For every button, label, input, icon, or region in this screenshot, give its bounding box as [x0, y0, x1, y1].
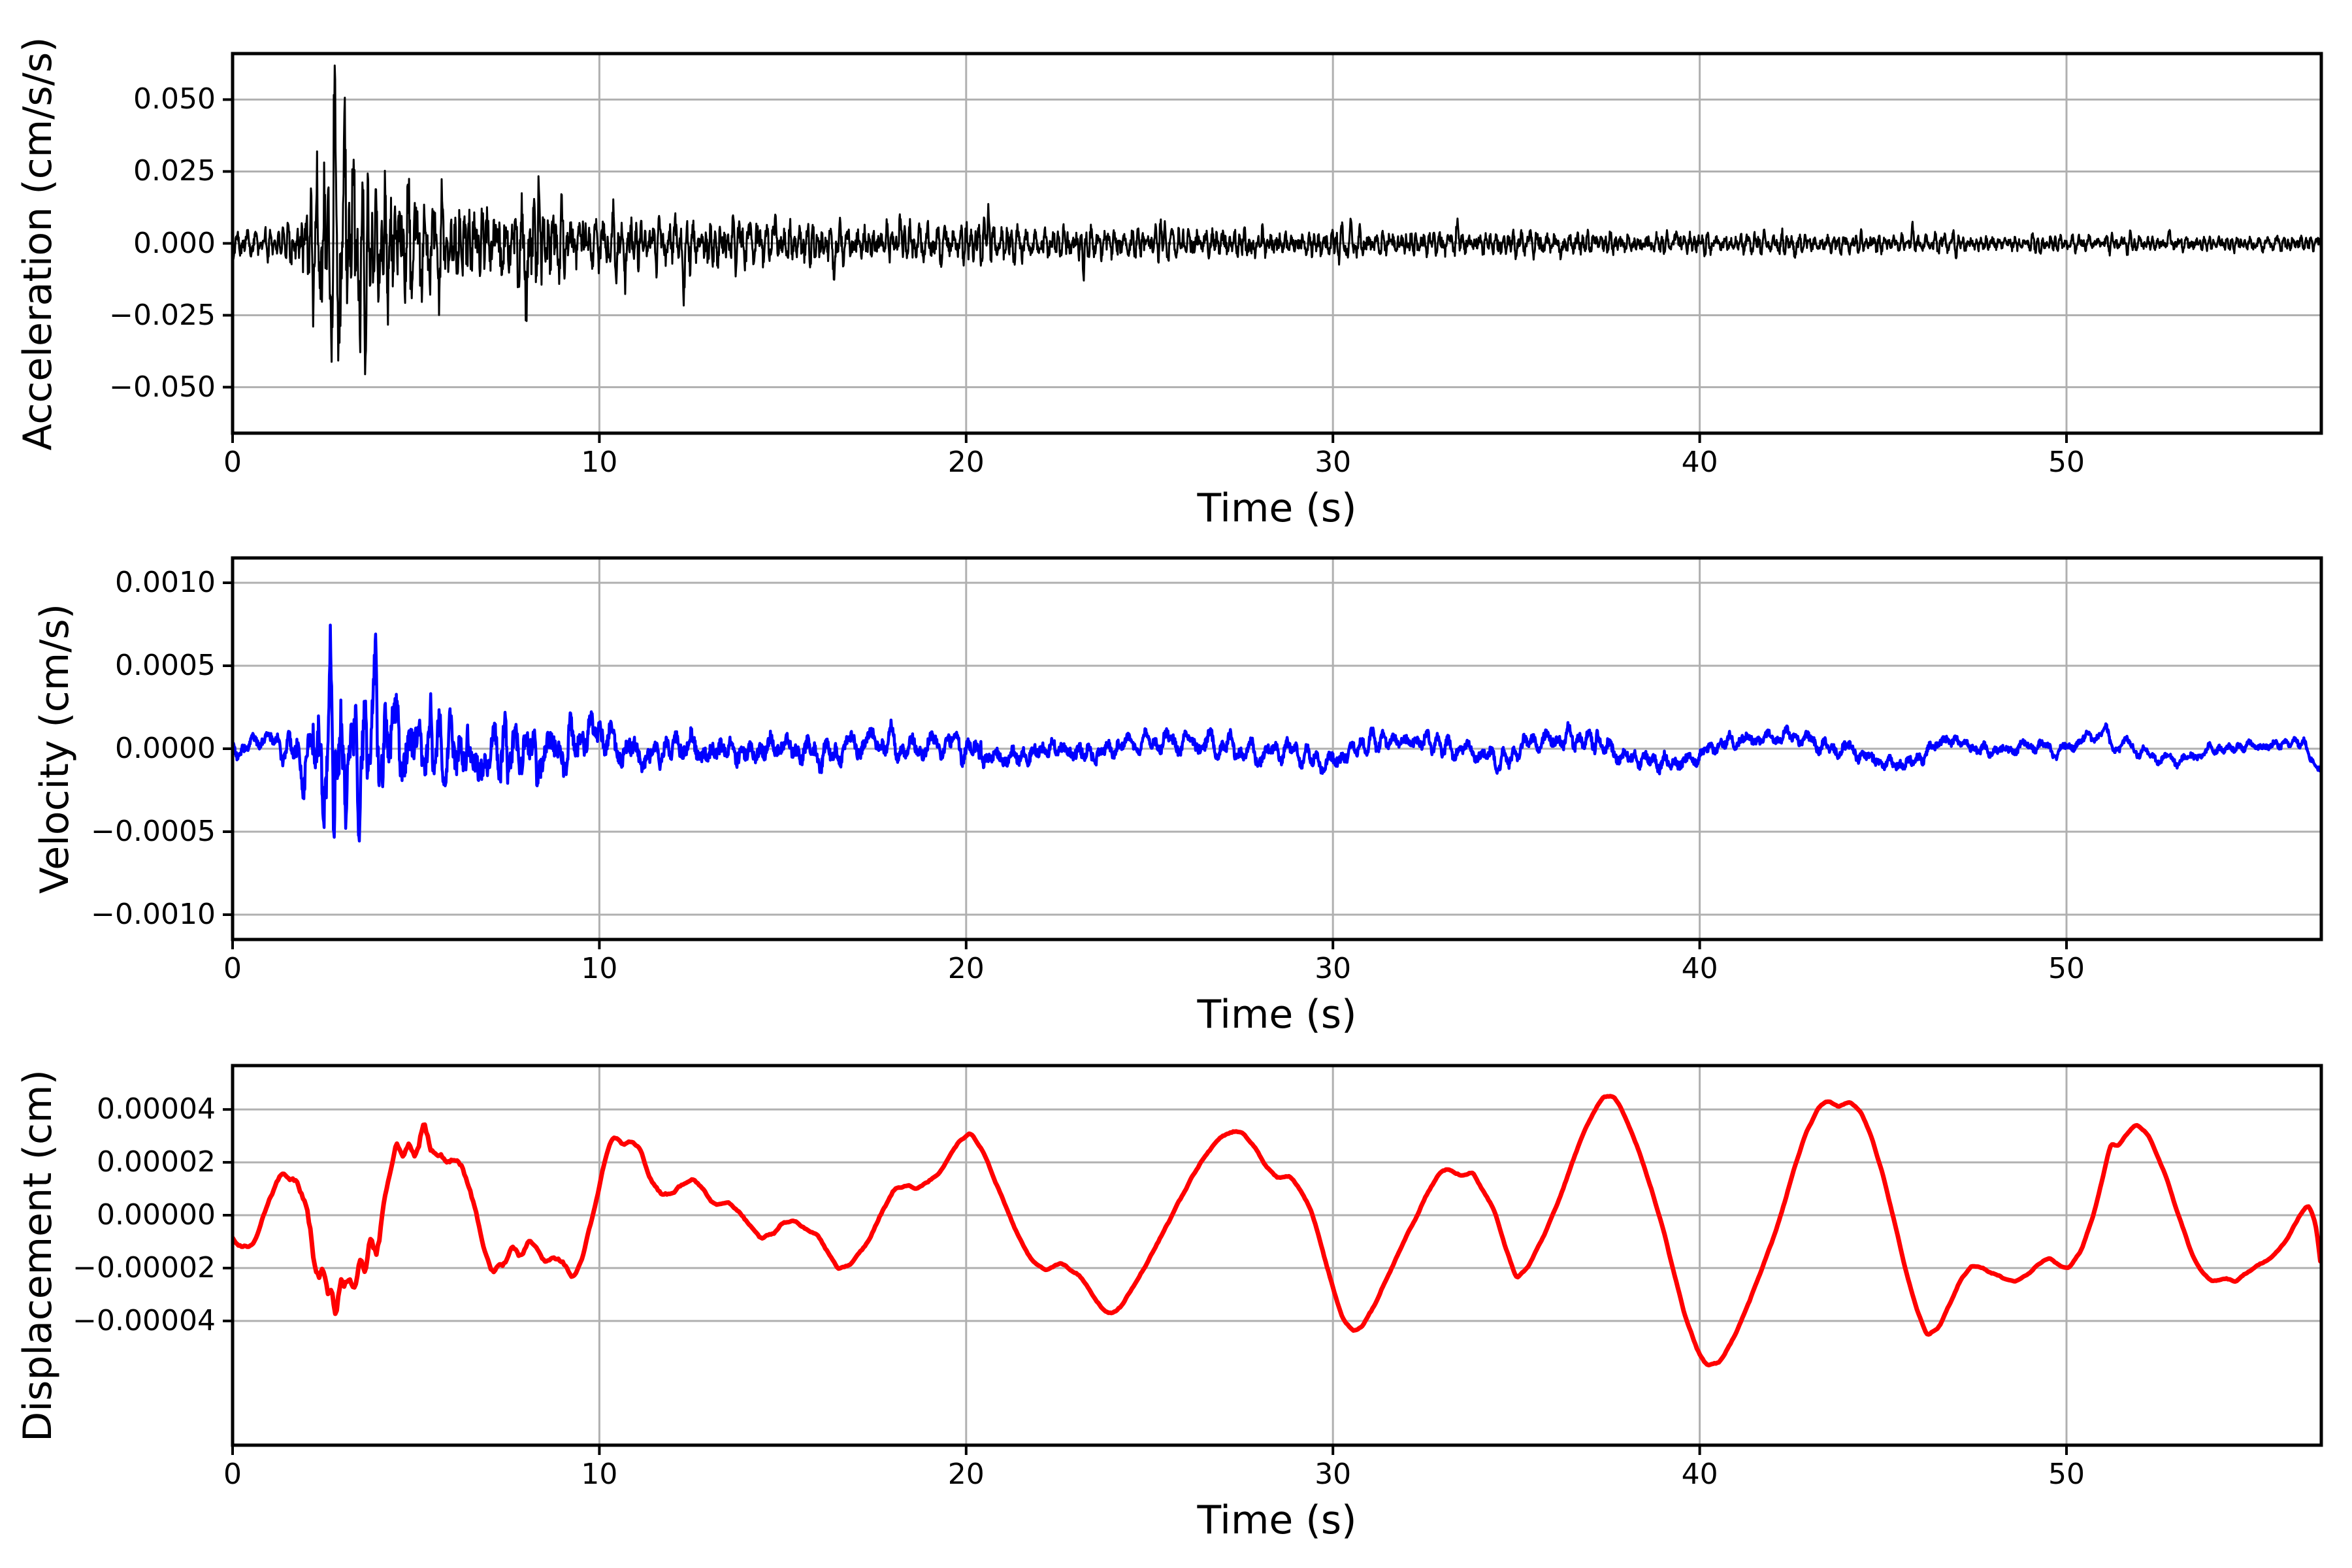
displacement-spines — [231, 1064, 2323, 1447]
displacement-xtick-label-3: 30 — [1315, 1458, 1352, 1491]
displacement-xtick-label-5: 50 — [2048, 1458, 2085, 1491]
displacement-ytick-label-4: −0.00004 — [73, 1303, 216, 1337]
displacement-xtick-label-4: 40 — [1681, 1458, 1718, 1491]
acceleration-trace — [233, 64, 2321, 376]
velocity-xtick-label-1: 10 — [581, 952, 618, 985]
displacement-gridlines — [231, 1066, 2321, 1445]
velocity-xtick-label-0: 0 — [223, 952, 242, 985]
displacement-ytick-label-2: 0.00000 — [97, 1198, 216, 1232]
displacement-ticks — [223, 1108, 2068, 1455]
velocity-x-axis-label: Time (s) — [1197, 992, 1357, 1037]
acceleration-ytick-label-1: 0.025 — [133, 154, 216, 188]
velocity-trace — [233, 623, 2321, 843]
acceleration-xtick-label-0: 0 — [223, 446, 242, 479]
acceleration-xtick-label-3: 30 — [1315, 446, 1352, 479]
acceleration-ytick-label-0: 0.050 — [133, 82, 216, 116]
displacement-ytick-label-3: −0.00002 — [73, 1250, 216, 1284]
displacement-trace — [233, 1094, 2321, 1367]
velocity-panel — [223, 556, 2323, 949]
displacement-xtick-label-0: 0 — [223, 1458, 242, 1491]
acceleration-ticks — [223, 98, 2068, 443]
acceleration-ytick-label-4: −0.050 — [109, 370, 216, 404]
acceleration-xtick-label-2: 20 — [947, 446, 985, 479]
displacement-ytick-label-1: 0.00002 — [97, 1145, 216, 1179]
velocity-xtick-label-2: 20 — [947, 952, 985, 985]
displacement-x-axis-label: Time (s) — [1197, 1497, 1357, 1543]
displacement-xtick-label-2: 20 — [947, 1458, 985, 1491]
velocity-ticks — [223, 581, 2068, 949]
velocity-ytick-label-2: 0.0000 — [115, 732, 216, 765]
acceleration-ytick-label-3: −0.025 — [109, 298, 216, 332]
acceleration-panel — [223, 52, 2323, 443]
velocity-ytick-label-0: 0.0010 — [115, 565, 216, 599]
velocity-xtick-label-5: 50 — [2048, 952, 2085, 985]
displacement-ytick-label-0: 0.00004 — [97, 1092, 216, 1126]
acceleration-x-axis-label: Time (s) — [1197, 485, 1357, 531]
velocity-ytick-label-4: −0.0010 — [91, 898, 216, 931]
displacement-panel — [223, 1064, 2323, 1455]
velocity-ytick-label-3: −0.0005 — [91, 815, 216, 848]
displacement-xtick-label-1: 10 — [581, 1458, 618, 1491]
velocity-xtick-label-4: 40 — [1681, 952, 1718, 985]
acceleration-xtick-label-4: 40 — [1681, 446, 1718, 479]
acceleration-ytick-label-2: 0.000 — [133, 226, 216, 260]
velocity-ytick-label-1: 0.0005 — [115, 648, 216, 682]
velocity-xtick-label-3: 30 — [1315, 952, 1352, 985]
acceleration-xtick-label-1: 10 — [581, 446, 618, 479]
acceleration-xtick-label-5: 50 — [2048, 446, 2085, 479]
